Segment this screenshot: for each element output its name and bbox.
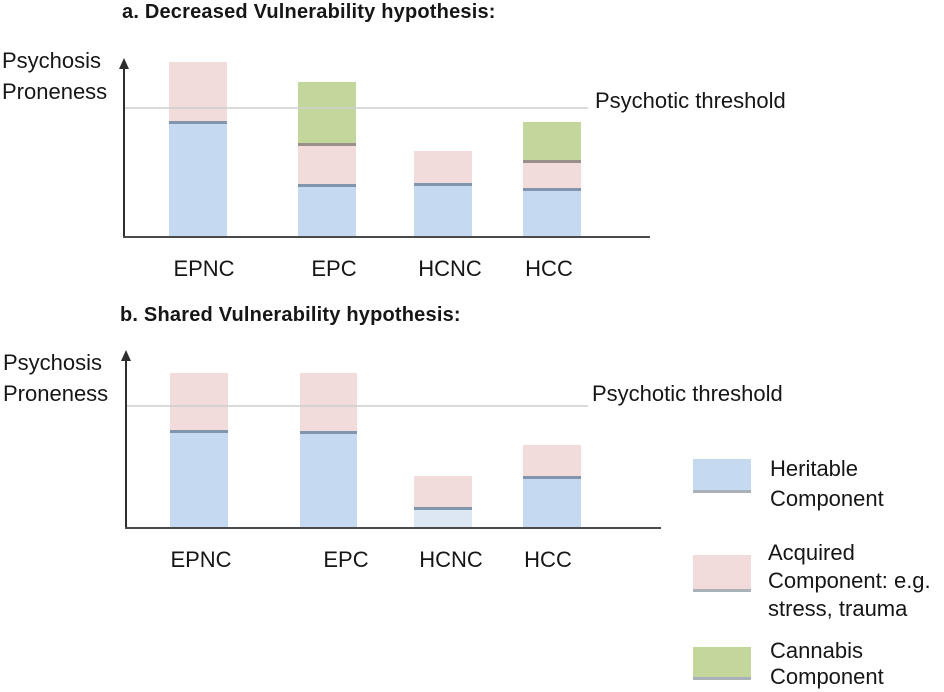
legend-swatch-cannabis — [693, 647, 751, 680]
legend-swatch-heritable — [693, 459, 751, 493]
panel-b-title: b. Shared Vulnerability hypothesis: — [120, 304, 461, 326]
panel-a-y-axis-label: Psychosis Proneness — [2, 45, 107, 107]
panel-b-threshold-label: Psychotic threshold — [592, 381, 783, 406]
panel-b-y-label-line1: Psychosis — [3, 350, 103, 375]
panel-b-x-axis — [125, 527, 661, 529]
panel-b-y-axis-arrow-icon — [121, 350, 131, 361]
panel-a-y-axis — [123, 68, 125, 238]
panel-a-y-label-line1: Psychosis — [2, 48, 102, 73]
legend-label-cannabis: Cannabis Component — [770, 638, 884, 689]
panel-a-title: a. Decreased Vulnerability hypothesis: — [122, 1, 496, 23]
legend-label-acquired: Acquired Component: e.g. stress, trauma — [768, 540, 931, 621]
panel-b-y-label-line2: Proneness — [3, 381, 109, 406]
panel-a-x-axis — [123, 236, 650, 238]
panel-b-y-axis-label: Psychosis Proneness — [3, 347, 108, 409]
legend-swatch-acquired — [693, 555, 751, 592]
panel-a-threshold-label: Psychotic threshold — [595, 88, 786, 113]
panel-a-y-axis-arrow-icon — [119, 58, 129, 69]
panel-a-y-label-line2: Proneness — [2, 79, 108, 104]
legend-label-heritable: Heritable Component — [770, 456, 884, 511]
panel-b-y-axis — [125, 360, 127, 529]
